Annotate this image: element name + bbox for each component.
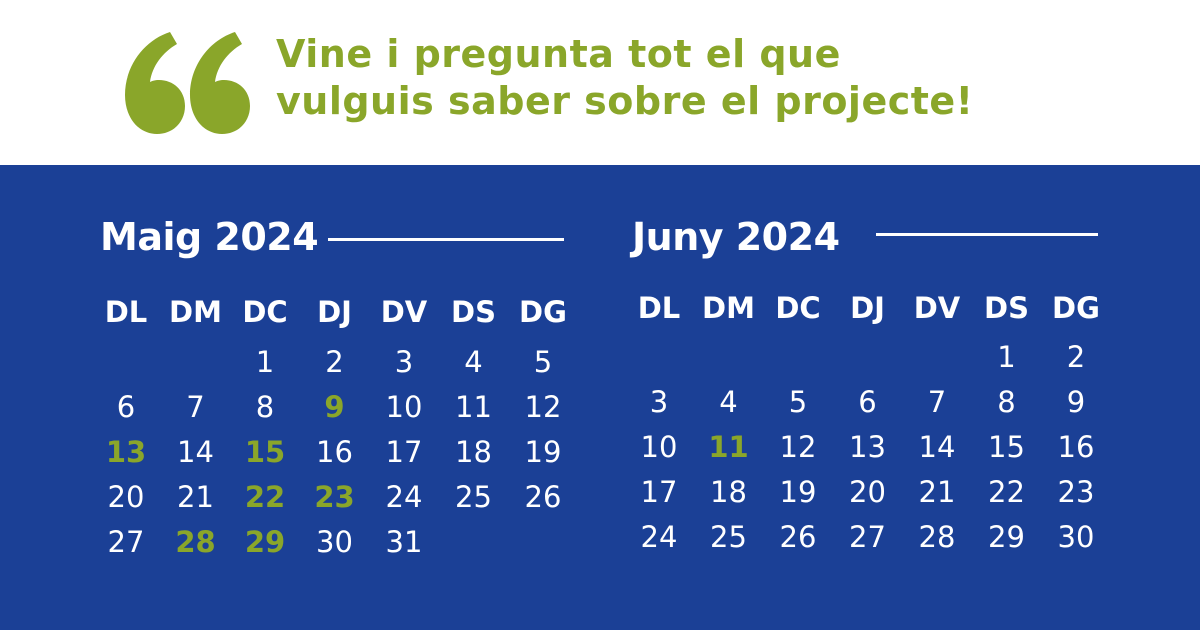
calendar-day: 15 [988, 430, 1025, 464]
weekday-header-dm: DM [169, 295, 222, 329]
calendar-day: 31 [385, 525, 423, 559]
calendar-day: 3 [649, 385, 669, 419]
calendar-day-highlighted: 28 [175, 525, 216, 559]
calendar-day: 25 [455, 480, 492, 514]
left-double-quote-icon [125, 32, 250, 134]
calendar-day: 28 [918, 520, 956, 554]
calendar-day: 30 [1057, 520, 1095, 554]
calendar-day-highlighted: 29 [244, 525, 286, 559]
header: Vine i pregunta tot el que vulguis saber… [0, 0, 1200, 165]
weekday-header-dj: DJ [317, 295, 352, 329]
calendar-day: 9 [1066, 385, 1086, 419]
calendar-day: 24 [640, 520, 678, 554]
calendar-day: 24 [385, 480, 423, 514]
calendar-day: 2 [1066, 340, 1086, 374]
weekday-header-ds: DS [984, 291, 1029, 325]
tagline-line-1: Vine i pregunta tot el que [276, 32, 841, 76]
calendar-day: 1 [997, 340, 1016, 374]
calendar-day: 17 [640, 475, 678, 509]
title-divider [328, 238, 564, 241]
calendar-day: 21 [177, 480, 214, 514]
calendar-day: 2 [325, 345, 344, 379]
calendar-day: 4 [464, 345, 483, 379]
tagline: Vine i pregunta tot el que vulguis saber… [276, 31, 974, 125]
calendar-day: 20 [849, 475, 886, 509]
calendar-day-highlighted: 9 [324, 390, 345, 424]
calendar-day: 18 [710, 475, 747, 509]
calendar-day: 26 [524, 480, 562, 514]
month-title: Maig 2024 [100, 215, 319, 259]
calendar-day: 12 [524, 390, 562, 424]
weekday-header-dl: DL [104, 295, 148, 329]
calendar-day-highlighted: 23 [314, 480, 355, 514]
calendar-day: 11 [455, 390, 492, 424]
weekday-header-dg: DG [519, 295, 567, 329]
calendar-day: 1 [255, 345, 275, 379]
calendar-day: 8 [997, 385, 1016, 419]
tagline-line-2: vulguis saber sobre el projecte! [276, 79, 974, 123]
weekday-header-dm: DM [702, 291, 755, 325]
weekday-header-dg: DG [1052, 291, 1100, 325]
calendar-day: 27 [849, 520, 886, 554]
calendar-day-highlighted: 22 [244, 480, 286, 514]
calendar-day: 17 [385, 435, 423, 469]
calendar-day: 16 [316, 435, 353, 469]
weekday-header-dv: DV [380, 295, 428, 329]
calendar-day: 13 [849, 430, 886, 464]
calendar-day: 26 [779, 520, 817, 554]
calendar-day: 6 [116, 390, 136, 424]
calendar-day: 7 [927, 385, 947, 419]
calendar-day: 22 [988, 475, 1025, 509]
calendar-day: 5 [533, 345, 553, 379]
calendar-day: 23 [1057, 475, 1095, 509]
calendar-day: 20 [107, 480, 145, 514]
weekday-header-dc: DC [775, 291, 821, 325]
calendar-day: 12 [779, 430, 817, 464]
calendar-day: 8 [255, 390, 275, 424]
calendar-day: 4 [719, 385, 738, 419]
calendar-day: 3 [394, 345, 414, 379]
calendar-day: 5 [788, 385, 808, 419]
calendar-day: 21 [918, 475, 956, 509]
calendar-day: 14 [918, 430, 956, 464]
calendar-day: 25 [710, 520, 747, 554]
calendar-day-highlighted: 11 [708, 430, 749, 464]
calendar-day: 30 [316, 525, 353, 559]
weekday-header-dj: DJ [850, 291, 885, 325]
calendar-day: 7 [186, 390, 205, 424]
calendar-day: 19 [524, 435, 562, 469]
calendar-day-highlighted: 15 [244, 435, 286, 469]
calendar-panel: Maig 2024 DL DM DC DJ DV DS DG 1 2 3 4 5 6 7 8 9 10 11 12 1… [0, 165, 1200, 630]
calendar-day: 19 [779, 475, 817, 509]
weekday-header-dc: DC [242, 295, 288, 329]
weekday-header-dl: DL [637, 291, 681, 325]
calendar-day: 6 [858, 385, 877, 419]
calendar-day-highlighted: 13 [105, 435, 147, 469]
calendar-day: 18 [455, 435, 492, 469]
month-title: Juny 2024 [632, 215, 840, 259]
title-divider [876, 233, 1098, 236]
calendar-day: 10 [640, 430, 678, 464]
weekday-header-dv: DV [913, 291, 961, 325]
calendar-day: 29 [988, 520, 1025, 554]
calendar-day: 14 [177, 435, 214, 469]
calendar-day: 16 [1057, 430, 1095, 464]
weekday-header-ds: DS [451, 295, 496, 329]
calendar-day: 27 [107, 525, 145, 559]
calendar-day: 10 [385, 390, 423, 424]
